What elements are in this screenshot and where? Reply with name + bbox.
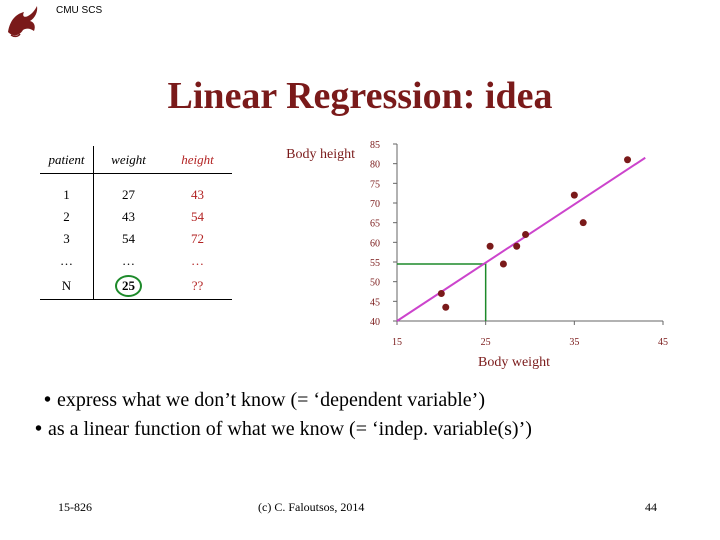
table-cell: …	[93, 250, 163, 272]
org-label: CMU SCS	[56, 5, 103, 16]
query-guide-line	[397, 263, 487, 321]
table-row: 2 43 54	[40, 206, 232, 228]
bullet-text: as a linear function of what we know (= …	[48, 418, 532, 440]
y-tick-label: 50	[370, 278, 380, 289]
patient-table: patient weight height 1 27 43 2 43 54 3 …	[40, 146, 232, 300]
data-point	[442, 303, 450, 311]
x-tick-label: 45	[658, 337, 668, 348]
data-point	[570, 191, 578, 199]
data-point	[579, 219, 587, 227]
x-tick-label: 35	[569, 337, 579, 348]
table-cell: 72	[191, 231, 204, 246]
table-cell: N	[40, 272, 94, 300]
y-tick-label: 75	[370, 179, 380, 190]
y-tick-label: 85	[370, 140, 380, 151]
x-tick-label: 15	[392, 337, 402, 348]
bullet-item: • express what we don’t know (= ‘dependen…	[44, 389, 486, 411]
col-header-patient: patient	[40, 146, 94, 174]
y-tick-label: 70	[370, 199, 380, 210]
data-point	[513, 242, 521, 250]
course-number: 15-826	[58, 500, 92, 514]
table-cell: …	[60, 253, 73, 268]
data-point	[522, 230, 530, 238]
table-row: … … …	[40, 250, 232, 272]
y-tick-label: 80	[370, 160, 380, 171]
bullet-text: express what we don’t know (= ‘dependent…	[57, 389, 486, 411]
page-number: 44	[645, 500, 657, 514]
col-header-weight: weight	[93, 146, 163, 174]
circled-weight: 25	[115, 274, 142, 297]
x-axis-label: Body weight	[478, 355, 550, 370]
table-cell: 43	[93, 206, 163, 228]
y-tick-label: 60	[370, 238, 380, 249]
slide-title: Linear Regression: idea	[167, 75, 553, 117]
regression-line	[396, 156, 646, 322]
table-cell: 54	[93, 228, 163, 250]
table-cell: 1	[63, 187, 70, 202]
y-tick-label: 55	[370, 258, 380, 269]
x-tick-label: 25	[481, 337, 491, 348]
table-cell: …	[191, 253, 204, 268]
table-row: 1 27 43	[40, 184, 232, 206]
y-tick-label: 45	[370, 297, 380, 308]
table-cell: 54	[191, 209, 204, 224]
data-point	[499, 260, 507, 268]
table-row: N 25 ??	[40, 272, 232, 300]
data-point	[624, 156, 632, 164]
data-point	[437, 289, 445, 297]
table-cell: 3	[63, 231, 70, 246]
table-row: 3 54 72	[40, 228, 232, 250]
table-cell: 43	[191, 187, 204, 202]
data-point	[486, 242, 494, 250]
cmu-griffin-logo-icon	[8, 6, 38, 38]
y-tick-label: 40	[370, 317, 380, 328]
table-cell: 27	[93, 184, 163, 206]
copyright: (c) C. Faloutsos, 2014	[258, 500, 365, 514]
table-cell: ??	[163, 272, 232, 300]
bullet-item: • as a linear function of what we know (=…	[35, 418, 532, 440]
y-axis-label: Body height	[286, 147, 355, 162]
col-header-height: height	[163, 146, 232, 174]
y-tick-label: 65	[370, 219, 380, 230]
table-cell: 2	[63, 209, 70, 224]
table-cell-circled: 25	[93, 272, 163, 300]
